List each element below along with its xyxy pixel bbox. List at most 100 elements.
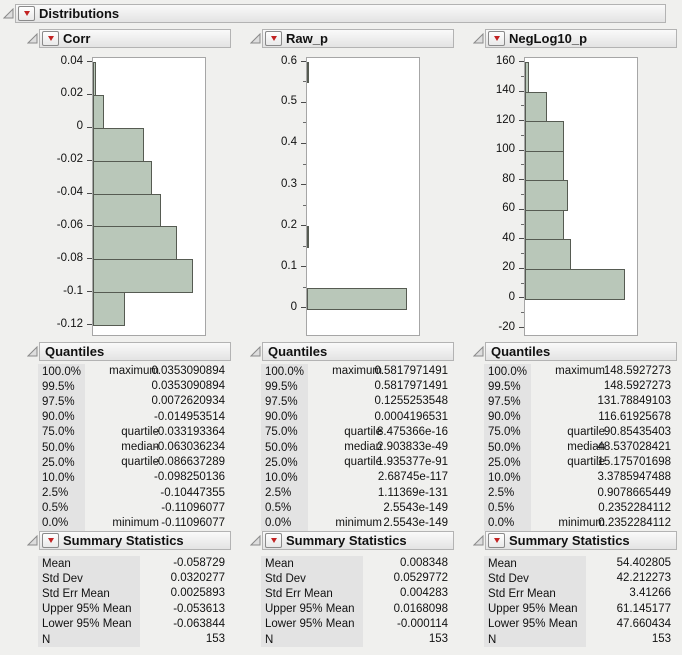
summary-stat-label: Lower 95% Mean [38,616,140,632]
quantile-value: 0.9078665449 [597,486,671,499]
quantile-value: 48.537028421 [597,440,671,453]
disclosure-triangle-icon[interactable] [473,33,484,44]
summary-stat-value: 153 [651,632,671,645]
quantile-row: 2.5% 1.11369e-131 [261,485,448,501]
histogram-bar[interactable] [525,62,529,93]
quantile-value: 8.475366e-16 [377,425,448,438]
quantile-value: 3.3785947488 [597,471,671,484]
axis-minor-tick [521,283,524,284]
axis-tick-label: 40 [502,232,515,244]
axis-major-tick [301,102,306,103]
quantile-value: 2.5543e-149 [383,516,448,529]
quantile-row: 99.5% 148.5927273 [484,379,671,395]
quantile-percent: 99.5% [38,379,85,395]
summary-stat-value: 0.0168098 [393,602,448,615]
quantile-row: 75.0% quartile 90.85435403 [484,424,671,440]
red-triangle-menu-button[interactable] [488,533,505,548]
histogram-bar[interactable] [525,92,547,123]
quantiles-table: 100.0% maximum 0.5817971491 99.5% 0.58179714… [261,364,448,532]
histogram-bar[interactable] [525,269,625,300]
red-triangle-menu-button[interactable] [488,31,505,46]
quantile-row: 90.0% 0.0004196531 [261,409,448,425]
disclosure-triangle-icon[interactable] [27,346,38,357]
quantiles-title: Quantiles [268,344,328,359]
summary-row: Lower 95% Mean 47.660434 [484,616,671,632]
red-triangle-menu-button[interactable] [42,31,59,46]
histogram-bar[interactable] [93,95,104,129]
summary-stat-label: N [484,631,586,648]
quantile-value: 0.0072620934 [151,395,225,408]
disclosure-triangle-icon[interactable] [250,535,261,546]
axis-minor-tick [521,164,524,165]
histogram-frame[interactable] [306,57,420,336]
histogram-bar[interactable] [93,194,161,228]
quantile-value: -0.086637289 [154,456,225,469]
disclosure-triangle-icon[interactable] [473,535,484,546]
quantile-name: quartile [567,425,605,438]
axis-major-tick [87,324,92,325]
quantile-row: 100.0% maximum 0.0353090894 [38,364,225,380]
red-triangle-menu-button[interactable] [265,533,282,548]
axis-minor-tick [303,122,306,123]
summary-stat-value: -0.063844 [173,617,225,630]
histogram-bar[interactable] [307,288,407,310]
disclosure-triangle-icon[interactable] [27,33,38,44]
quantiles-table: 100.0% maximum 0.0353090894 99.5% 0.03530908… [38,364,225,532]
axis-tick-label: -0.04 [56,186,83,198]
quantile-name: maximum [332,365,382,377]
histogram-bar[interactable] [525,180,568,211]
axis-minor-tick [521,194,524,195]
disclosure-triangle-icon[interactable] [3,8,14,19]
summary-stat-label: Mean [38,556,140,572]
histogram-bar[interactable] [93,161,152,195]
column-header: NegLog10_p [473,29,677,48]
summary-title: Summary Statistics [63,533,184,548]
summary-row: Std Err Mean 3.41266 [484,586,671,602]
quantiles-header-bar: Quantiles [485,342,677,361]
disclosure-triangle-icon[interactable] [27,535,38,546]
histogram-bar[interactable] [93,128,144,162]
red-triangle-menu-button[interactable] [18,6,35,21]
histogram-bar[interactable] [93,62,96,96]
quantile-percent: 0.5% [261,500,308,516]
column-neglog10-p: NegLog10_p 160 140 120 100 80 60 40 20 0 -20 Quan… [473,28,679,655]
quantile-value: 116.61925678 [598,410,671,423]
quantile-percent: 90.0% [38,409,85,425]
disclosure-triangle-icon[interactable] [250,33,261,44]
quantile-value: -0.10447355 [160,486,225,499]
histogram-bar[interactable] [525,151,564,182]
histogram-bar[interactable] [93,259,193,293]
histogram-frame[interactable] [92,57,206,336]
quantile-row: 97.5% 131.78849103 [484,394,671,410]
disclosure-triangle-icon[interactable] [473,346,484,357]
axis-minor-tick [521,105,524,106]
summary-stat-label: N [38,631,140,648]
histogram-bar[interactable] [93,292,125,326]
red-triangle-menu-button[interactable] [265,31,282,46]
quantile-value: 1.11369e-131 [377,486,448,499]
histogram-bar[interactable] [525,239,571,270]
histogram-frame[interactable] [524,57,638,336]
axis-minor-tick [303,164,306,165]
histogram-bar[interactable] [307,226,309,248]
histogram-bar[interactable] [525,210,564,241]
histogram-bar[interactable] [525,121,564,152]
summary-row: Lower 95% Mean -0.063844 [38,616,225,632]
axis-minor-tick [521,312,524,313]
quantiles-header: Quantiles [27,342,231,361]
axis-tick-label: 0.4 [281,136,297,148]
quantile-percent: 10.0% [484,470,531,486]
histogram-bar[interactable] [307,62,309,83]
quantile-row: 25.0% quartile 15.175701698 [484,455,671,471]
quantiles-table: 100.0% maximum 148.5927273 99.5% 148.5927273… [484,364,671,532]
histogram-bar[interactable] [93,226,177,260]
axis-major-tick [519,268,524,269]
red-triangle-menu-button[interactable] [42,533,59,548]
quantile-value: 1.935377e-91 [377,456,448,469]
column-header-bar: NegLog10_p [485,29,677,48]
disclosure-triangle-icon[interactable] [250,346,261,357]
summary-stat-label: Std Err Mean [484,586,586,602]
quantile-row: 25.0% quartile -0.086637289 [38,455,225,471]
quantile-percent: 2.5% [484,485,531,501]
